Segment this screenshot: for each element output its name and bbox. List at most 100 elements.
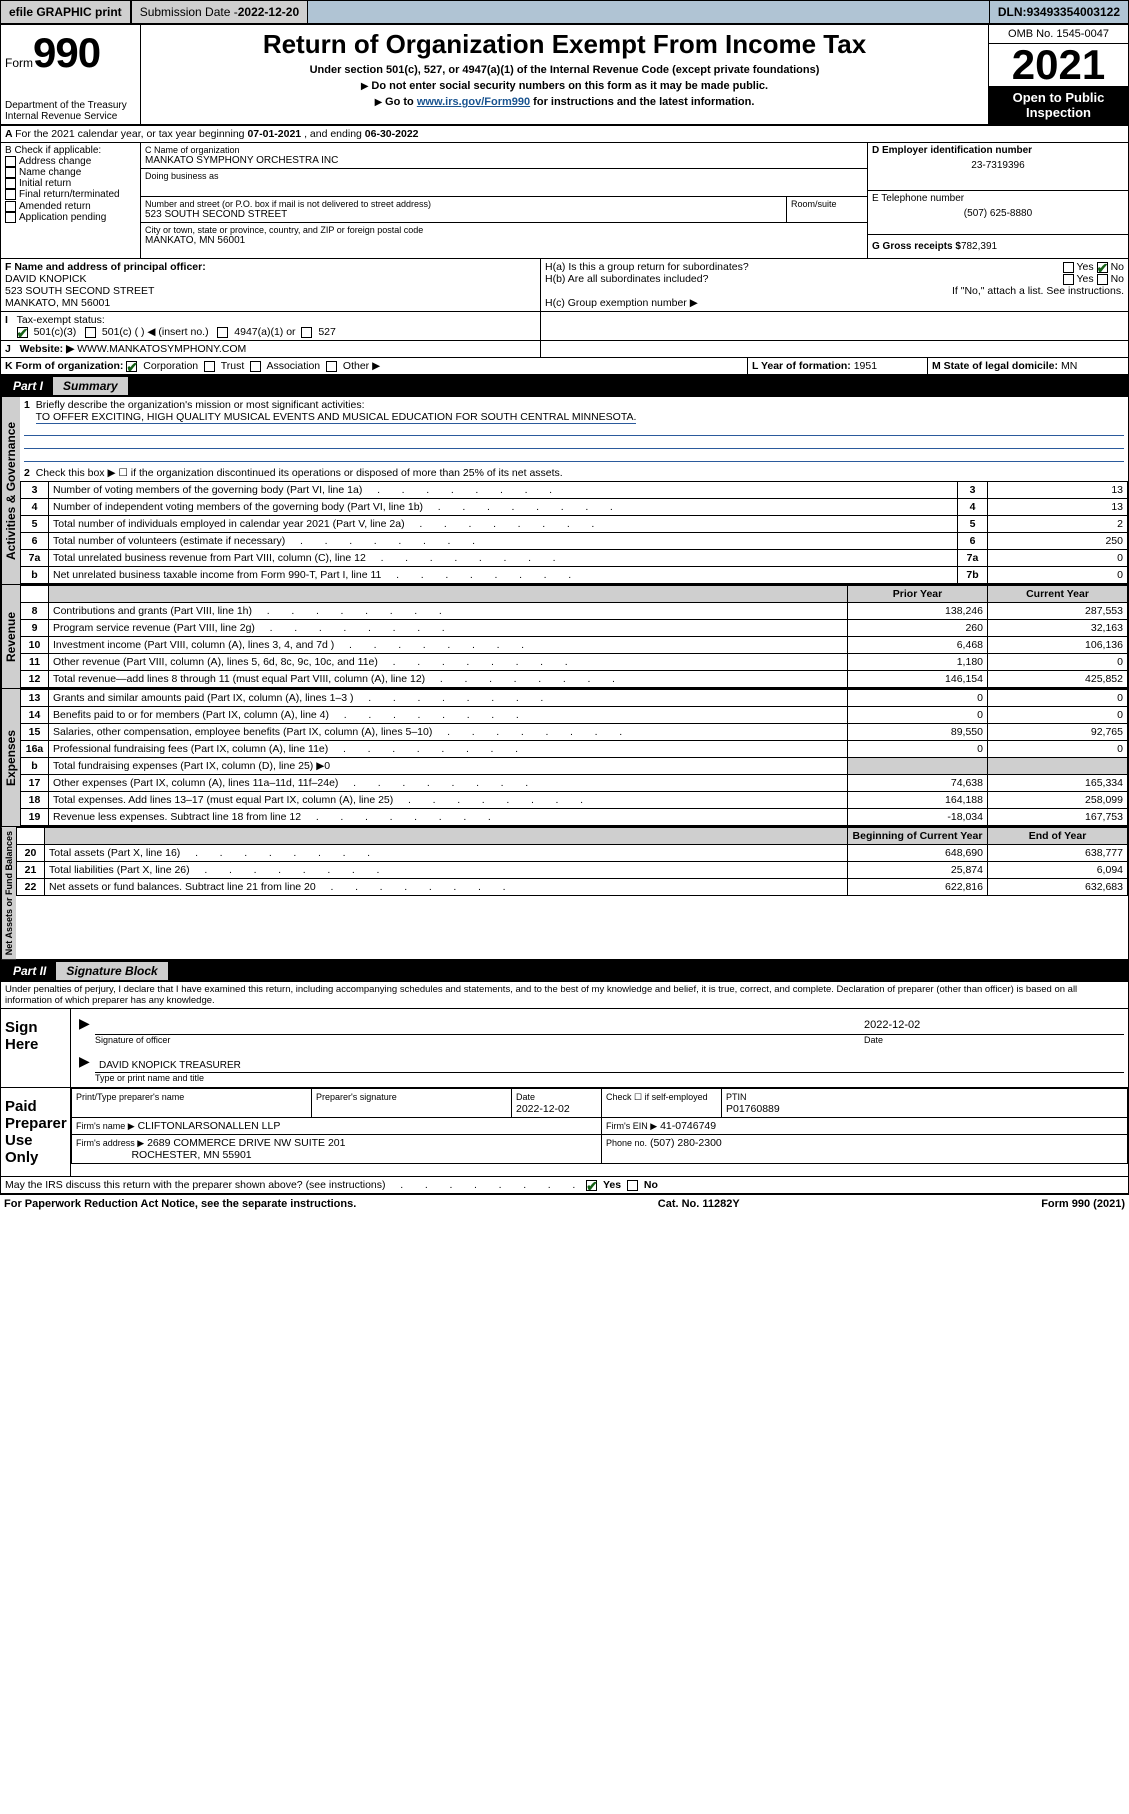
form-title: Return of Organization Exempt From Incom… (147, 29, 982, 60)
chk-corporation[interactable] (126, 361, 137, 372)
chk-501c[interactable] (85, 327, 96, 338)
room-label: Room/suite (791, 199, 863, 209)
chk-trust[interactable] (204, 361, 215, 372)
a-begin: 07-01-2021 (247, 128, 301, 140)
chk-4947[interactable] (217, 327, 228, 338)
chk-initial-label: Initial return (19, 178, 71, 189)
note-ssn: Do not enter social security numbers on … (147, 80, 982, 92)
preparer-name-label: Print/Type preparer's name (76, 1092, 184, 1102)
tax-year: 2021 (989, 44, 1128, 86)
note-goto: Go to www.irs.gov/Form990 for instructio… (147, 96, 982, 108)
org-name: MANKATO SYMPHONY ORCHESTRA INC (145, 155, 863, 166)
sign-date-label: Date (864, 1035, 1124, 1045)
table-row: 9Program service revenue (Part VIII, lin… (21, 620, 1128, 637)
ha-yes-checkbox[interactable] (1063, 262, 1074, 273)
chk-501c3[interactable] (17, 327, 28, 338)
firm-addr-label: Firm's address ▶ (76, 1138, 144, 1148)
officer-print-name: DAVID KNOPICK TREASURER (99, 1060, 241, 1071)
paid-preparer-label: Paid Preparer Use Only (1, 1088, 71, 1176)
vlabel-governance: Activities & Governance (1, 397, 20, 584)
part1-expenses: Expenses 13Grants and similar amounts pa… (1, 688, 1128, 826)
page-footer: For Paperwork Reduction Act Notice, see … (0, 1195, 1129, 1213)
chk-initial-return[interactable]: Initial return (5, 178, 136, 189)
officer-addr1: 523 SOUTH SECOND STREET (5, 285, 536, 297)
hb-label: H(b) Are all subordinates included? (545, 273, 1004, 285)
discuss-no-checkbox[interactable] (627, 1180, 638, 1191)
dba-label: Doing business as (145, 171, 863, 181)
part1-revenue: Revenue Prior YearCurrent Year 8Contribu… (1, 584, 1128, 688)
discuss-text: May the IRS discuss this return with the… (5, 1179, 386, 1191)
discuss-yes: Yes (603, 1179, 621, 1191)
form-subtitle: Under section 501(c), 527, or 4947(a)(1)… (147, 64, 982, 76)
hb-no-checkbox[interactable] (1097, 274, 1108, 285)
netassets-table: Beginning of Current YearEnd of Year 20T… (16, 827, 1128, 896)
table-row: 11Other revenue (Part VIII, column (A), … (21, 654, 1128, 671)
chk-final-return[interactable]: Final return/terminated (5, 189, 136, 200)
f-label: F Name and address of principal officer: (5, 261, 206, 273)
chk-527[interactable] (301, 327, 312, 338)
sign-date-value: 2022-12-02 (864, 1013, 1124, 1035)
chk-address-change[interactable]: Address change (5, 156, 136, 167)
chk-association[interactable] (250, 361, 261, 372)
part1-title: Summary (53, 377, 128, 395)
table-row: 4Number of independent voting members of… (21, 499, 1128, 516)
efile-print-button[interactable]: efile GRAPHIC print (0, 0, 131, 24)
row-i-tax-status: I Tax-exempt status: 501(c)(3) 501(c) ( … (1, 312, 1128, 341)
principal-officer: F Name and address of principal officer:… (1, 259, 541, 311)
part1-governance: Activities & Governance 1 Briefly descri… (1, 397, 1128, 584)
chk-other[interactable] (326, 361, 337, 372)
ptin-label: PTIN (726, 1092, 747, 1102)
firm-ein-label: Firm's EIN ▶ (606, 1121, 657, 1131)
footer-cat-no: Cat. No. 11282Y (658, 1198, 740, 1210)
part2-bar: Part II Signature Block (1, 960, 1128, 982)
m-label: M State of legal domicile: (932, 360, 1058, 372)
gross-receipts-label: G Gross receipts $ (872, 241, 961, 252)
chk-final-label: Final return/terminated (19, 190, 120, 201)
submission-date-label: Submission Date - (140, 5, 238, 19)
gross-receipts-value: 782,391 (961, 241, 997, 252)
part2-title: Signature Block (56, 962, 167, 980)
officer-addr2: MANKATO, MN 56001 (5, 297, 536, 309)
row-j-website: J Website: ▶ WWW.MANKATOSYMPHONY.COM (1, 341, 1128, 358)
year-formation: 1951 (854, 360, 877, 372)
chk-application-pending[interactable]: Application pending (5, 212, 136, 223)
dln: DLN: 93493354003122 (989, 0, 1129, 24)
street-label: Number and street (or P.O. box if mail i… (145, 199, 782, 209)
table-row: bNet unrelated business taxable income f… (21, 567, 1128, 584)
form-prefix: Form (5, 56, 33, 70)
chk-amended-return[interactable]: Amended return (5, 201, 136, 212)
website-value: WWW.MANKATOSYMPHONY.COM (77, 343, 246, 355)
hb-yes: Yes (1077, 273, 1094, 285)
firm-ein: 41-0746749 (660, 1120, 716, 1132)
ha-no-checkbox[interactable] (1097, 262, 1108, 273)
hb-note: If "No," attach a list. See instructions… (545, 285, 1124, 297)
ha-label: H(a) Is this a group return for subordin… (545, 261, 1004, 273)
k-label: K Form of organization: (5, 360, 123, 372)
opt-501c3: 501(c)(3) (34, 326, 77, 338)
hb-yes-checkbox[interactable] (1063, 274, 1074, 285)
city-label: City or town, state or province, country… (145, 225, 863, 235)
opt-trust: Trust (221, 360, 245, 372)
dln-label: DLN: (998, 5, 1027, 19)
top-bar: efile GRAPHIC print Submission Date - 20… (0, 0, 1129, 24)
chk-name-change[interactable]: Name change (5, 167, 136, 178)
table-row: 7aTotal unrelated business revenue from … (21, 550, 1128, 567)
table-row: 13Grants and similar amounts paid (Part … (21, 690, 1128, 707)
goto-pre: Go to (385, 96, 417, 108)
hc-label: H(c) Group exemption number ▶ (545, 297, 1124, 309)
mission-blank-3 (24, 450, 1124, 462)
ein-value: 23-7319396 (872, 156, 1124, 171)
table-row: 10Investment income (Part VIII, column (… (21, 637, 1128, 654)
col-d-e-g: D Employer identification number 23-7319… (868, 143, 1128, 258)
expenses-table: 13Grants and similar amounts paid (Part … (20, 689, 1128, 826)
hb-no: No (1111, 273, 1124, 285)
preparer-date: 2022-12-02 (516, 1103, 570, 1115)
governance-table: 3Number of voting members of the governi… (20, 481, 1128, 584)
form-number: Form990 (5, 29, 136, 77)
open-pub-1: Open to Public (993, 90, 1124, 105)
sign-here-label: Sign Here (1, 1009, 71, 1087)
ha-yes: Yes (1077, 261, 1094, 273)
irs-form990-link[interactable]: www.irs.gov/Form990 (417, 96, 530, 108)
discuss-yes-checkbox[interactable] (586, 1180, 597, 1191)
signature-arrow-icon: ▶ (79, 1015, 90, 1032)
